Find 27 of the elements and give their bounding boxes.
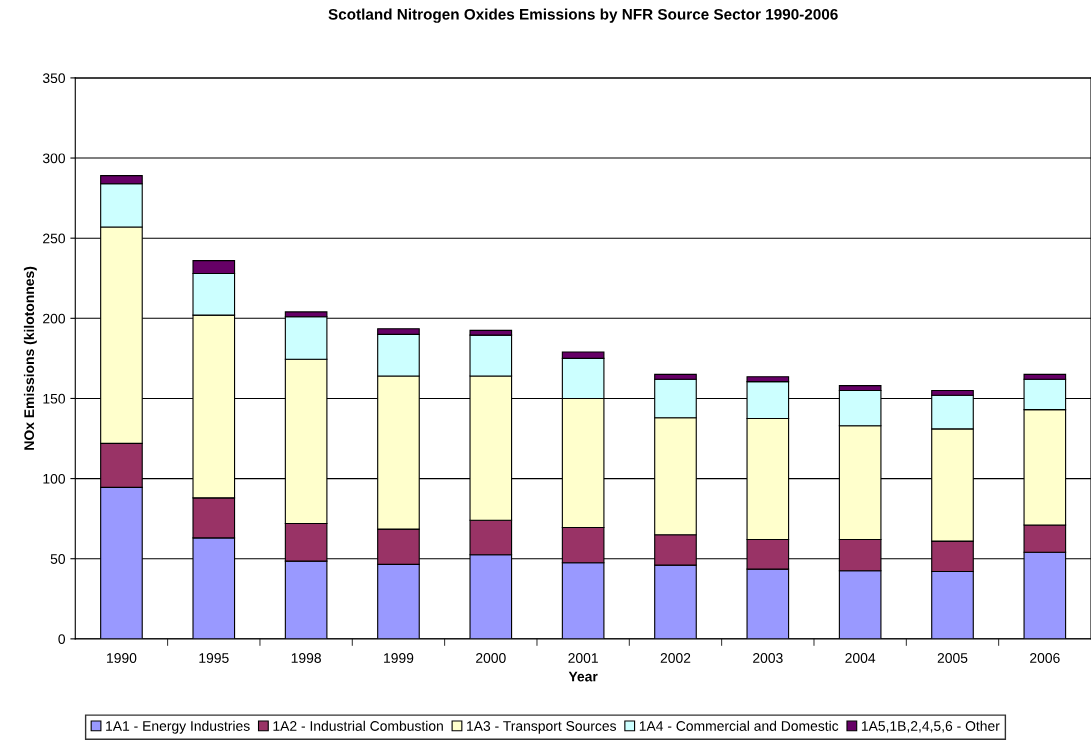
- x-axis-title: Year: [568, 671, 598, 682]
- x-tick-label: 2004: [845, 653, 876, 663]
- legend-label: 1A4 - Commercial and Domestic: [639, 720, 839, 731]
- y-tick-label: 300: [42, 153, 66, 164]
- legend-label: 1A5,1B,2,4,5,6 - Other: [861, 720, 1000, 733]
- y-tick-label: 100: [43, 473, 66, 484]
- y-tick-label: 250: [43, 233, 66, 244]
- y-axis-title: NOx Emissions (kilotonnes): [23, 266, 37, 450]
- x-tick-label: 2001: [568, 653, 598, 663]
- y-tick-label: 50: [50, 554, 66, 564]
- x-tick-label: 2000: [476, 653, 506, 663]
- x-tick-label: 2003: [753, 653, 783, 663]
- y-tick-label: 150: [43, 393, 66, 404]
- legend-label: 1A2 - Industrial Combustion: [273, 720, 443, 731]
- x-tick-label: 2006: [1030, 653, 1060, 663]
- legend-label: 1A3 - Transport Sources: [467, 721, 617, 734]
- x-tick-label: 1998: [291, 653, 321, 663]
- y-tick-label: 0: [58, 634, 66, 645]
- x-tick-label: 2005: [937, 653, 968, 663]
- y-tick-label: 350: [42, 73, 66, 84]
- y-tick-label: 200: [43, 313, 66, 324]
- x-tick-label: 1999: [384, 653, 414, 663]
- chart-title: Scotland Nitrogen Oxides Emissions by NFR Source Sector 1990-2006: [328, 8, 838, 23]
- legend-label: 1A1 - Energy Industries: [106, 720, 250, 734]
- x-tick-label: 2002: [660, 653, 691, 663]
- x-tick-label: 1990: [107, 653, 137, 663]
- x-tick-label: 1995: [199, 653, 229, 663]
